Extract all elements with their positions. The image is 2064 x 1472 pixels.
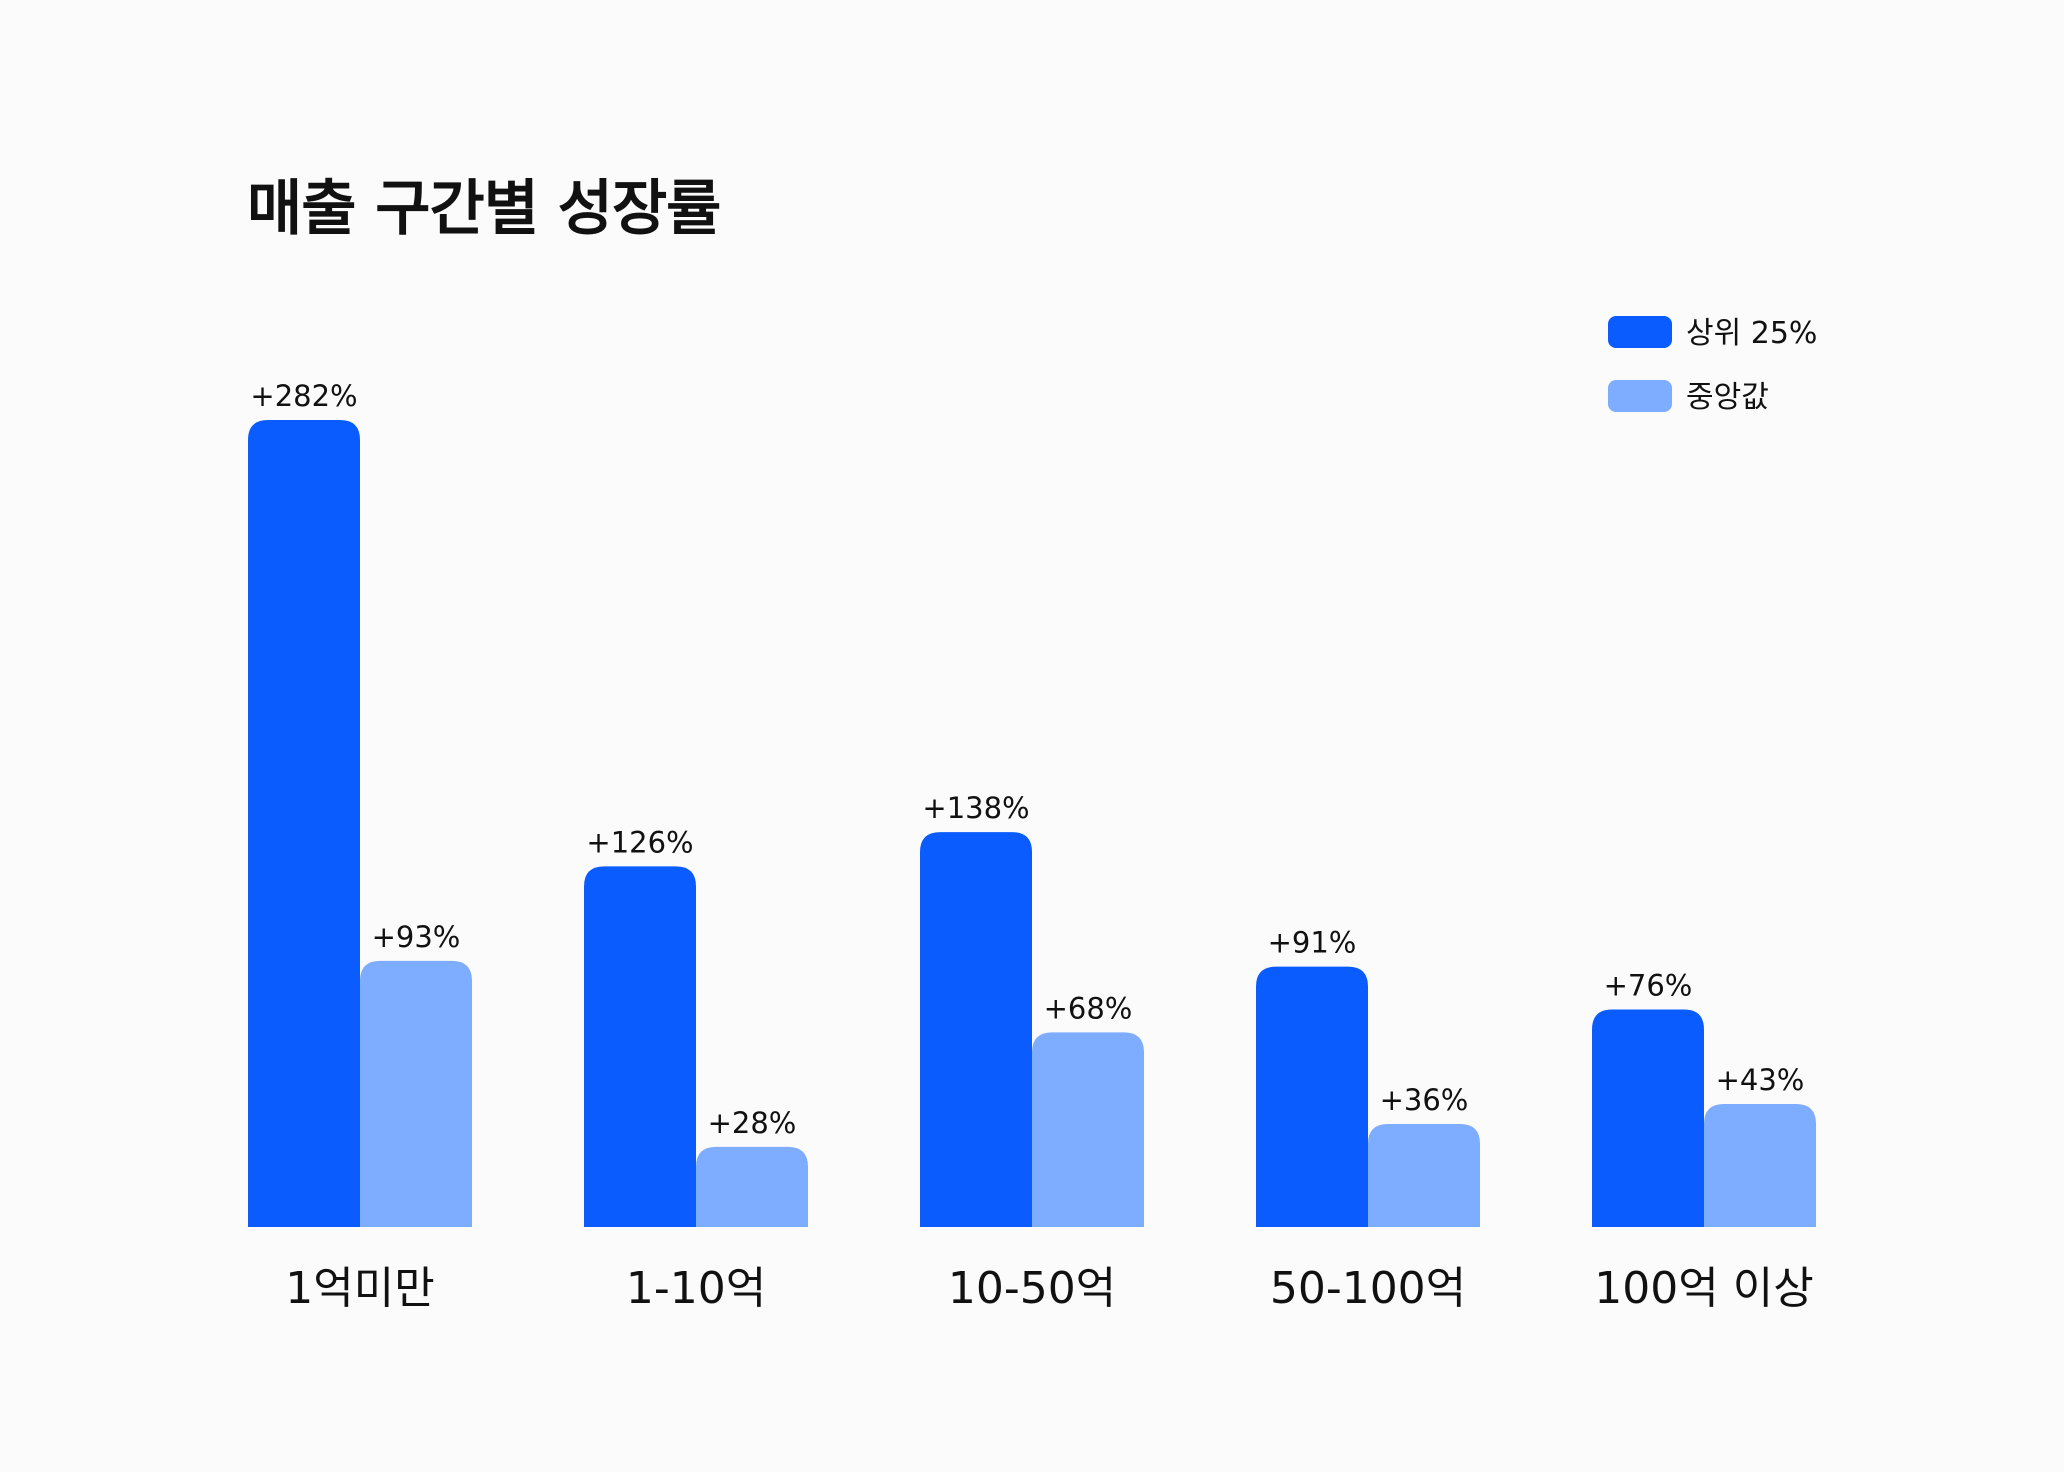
data-label: +138% (922, 791, 1029, 825)
legend-swatch (1608, 380, 1672, 412)
bar-median (696, 1146, 808, 1227)
data-label: +36% (1380, 1083, 1469, 1117)
bar-top25 (584, 866, 696, 1227)
chart-title: 매출 구간별 성장률 (247, 174, 721, 244)
data-label: +282% (250, 379, 357, 413)
bar-median (1368, 1123, 1480, 1227)
data-label: +68% (1044, 991, 1133, 1025)
x-tick-label: 1억미만 (285, 1263, 434, 1314)
data-label: +76% (1604, 969, 1693, 1003)
bar-top25 (920, 832, 1032, 1227)
bar-top25 (248, 420, 360, 1227)
bar-top25 (1592, 1009, 1704, 1227)
x-tick-label: 10-50억 (948, 1263, 1116, 1314)
bar-median (360, 960, 472, 1227)
bar-top25 (1256, 966, 1368, 1227)
x-tick-label: 100억 이상 (1594, 1263, 1813, 1314)
bar-median (1704, 1103, 1816, 1227)
data-label: +126% (586, 825, 693, 859)
legend-label: 중앙값 (1686, 380, 1769, 415)
data-label: +43% (1716, 1063, 1805, 1097)
bar-median (1032, 1032, 1144, 1227)
data-label: +93% (372, 920, 461, 954)
x-tick-label: 1-10억 (626, 1263, 766, 1314)
data-label: +91% (1268, 926, 1357, 960)
legend-label: 상위 25% (1686, 316, 1817, 351)
data-label: +28% (708, 1106, 797, 1140)
x-tick-label: 50-100억 (1270, 1263, 1466, 1314)
legend-swatch (1608, 316, 1672, 348)
